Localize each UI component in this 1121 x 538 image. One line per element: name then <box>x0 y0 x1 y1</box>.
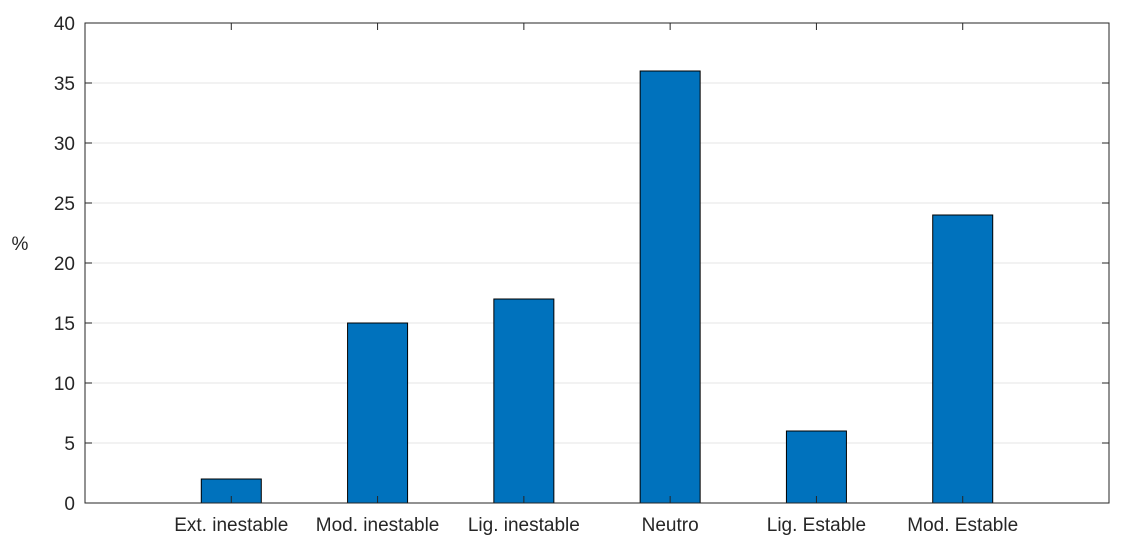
y-tick-label: 25 <box>54 194 75 215</box>
x-tick-label: Neutro <box>642 515 699 536</box>
y-tick-label: 5 <box>64 434 75 455</box>
x-tick-label: Mod. Estable <box>907 515 1018 536</box>
x-tick-label: Lig. Estable <box>767 515 866 536</box>
x-tick-label: Mod. inestable <box>316 515 440 536</box>
x-tick-label: Lig. inestable <box>468 515 580 536</box>
x-tick-label: Ext. inestable <box>174 515 288 536</box>
bar-1 <box>347 322 409 504</box>
bar-4 <box>785 430 847 504</box>
bar-5 <box>932 214 994 504</box>
x-tick-labels: Ext. inestable Mod. inestable Lig. inestab… <box>174 515 1018 536</box>
y-tick-label: 40 <box>54 14 75 35</box>
y-tick-labels: 0 5 10 15 20 25 30 35 40 <box>54 14 75 515</box>
gridlines <box>85 82 1109 444</box>
y-tick-label: 10 <box>54 374 75 395</box>
y-tick-label: 35 <box>54 74 75 95</box>
y-tick-label: 15 <box>54 314 75 335</box>
y-tick-label: 30 <box>54 134 75 155</box>
bar-2 <box>493 298 555 504</box>
y-tick-label: 0 <box>64 494 75 515</box>
bars <box>200 70 994 504</box>
ticks <box>85 22 1109 504</box>
y-axis-label: % <box>12 234 29 255</box>
bar-3 <box>639 70 701 504</box>
y-tick-label: 20 <box>54 254 75 275</box>
